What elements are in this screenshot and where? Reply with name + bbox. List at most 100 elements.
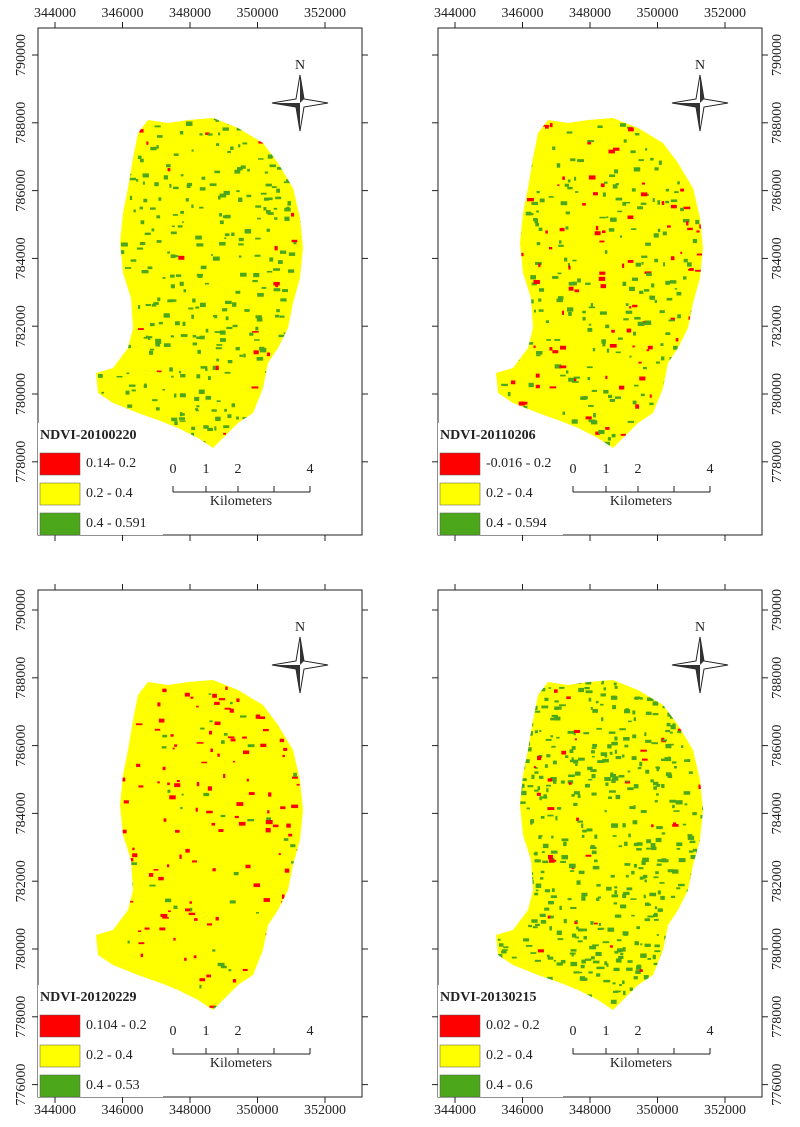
speckle xyxy=(611,695,617,698)
speckle xyxy=(527,706,533,710)
speckle xyxy=(230,146,234,151)
speckle xyxy=(111,328,116,332)
speckle xyxy=(171,417,178,422)
speckle xyxy=(501,158,507,161)
speckle xyxy=(196,374,201,379)
speckle xyxy=(238,197,243,202)
speckle xyxy=(222,308,228,312)
speckle xyxy=(702,415,703,419)
speckle xyxy=(547,915,551,919)
speckle xyxy=(101,212,106,215)
y-coord-label: 778000 xyxy=(14,441,29,483)
speckle xyxy=(614,914,622,918)
speckle xyxy=(127,940,130,944)
x-coord-label: 344000 xyxy=(34,6,76,21)
speckle xyxy=(645,739,652,743)
speckle xyxy=(676,938,681,941)
speckle xyxy=(220,338,226,342)
speckle xyxy=(240,272,247,277)
speckle xyxy=(106,751,112,754)
speckle xyxy=(520,736,528,739)
speckle xyxy=(674,191,679,194)
speckle xyxy=(661,832,666,835)
speckle xyxy=(702,991,703,996)
speckle xyxy=(606,963,609,967)
speckle xyxy=(546,339,552,341)
speckle xyxy=(536,190,540,194)
speckle xyxy=(602,192,606,197)
speckle xyxy=(276,166,284,170)
speckle xyxy=(166,164,171,168)
speckle xyxy=(116,176,120,182)
speckle xyxy=(553,959,556,962)
speckle xyxy=(674,766,677,769)
speckle xyxy=(171,255,179,258)
speckle xyxy=(632,710,636,715)
speckle xyxy=(192,298,196,303)
speckle xyxy=(675,338,679,342)
speckle xyxy=(527,322,533,327)
speckle xyxy=(665,188,670,192)
speckle xyxy=(687,835,695,840)
speckle xyxy=(162,766,166,771)
speckle xyxy=(571,933,577,938)
speckle xyxy=(497,274,504,278)
speckle xyxy=(539,877,544,880)
speckle xyxy=(290,844,296,848)
speckle xyxy=(273,281,280,286)
speckle xyxy=(210,748,213,753)
speckle xyxy=(155,407,160,411)
speckle xyxy=(167,167,171,172)
speckle xyxy=(292,939,296,944)
speckle xyxy=(642,857,649,863)
speckle xyxy=(664,935,669,940)
speckle xyxy=(560,780,565,784)
x-coord-label: 350000 xyxy=(637,6,679,21)
speckle xyxy=(172,747,175,750)
speckle xyxy=(624,744,629,748)
speckle xyxy=(560,345,567,350)
speckle xyxy=(640,689,645,692)
speckle xyxy=(148,873,154,877)
speckle xyxy=(157,781,160,784)
speckle xyxy=(199,335,205,340)
speckle xyxy=(561,855,569,860)
speckle xyxy=(692,238,698,244)
speckle xyxy=(253,350,259,355)
legend-label: -0.016 - 0.2 xyxy=(486,456,551,471)
speckle xyxy=(207,786,212,791)
speckle xyxy=(196,781,200,787)
speckle xyxy=(592,347,596,352)
speckle xyxy=(539,198,545,203)
speckle xyxy=(598,922,601,926)
speckle xyxy=(199,984,202,989)
speckle xyxy=(629,306,632,309)
speckle xyxy=(570,949,577,952)
speckle xyxy=(601,230,606,234)
speckle xyxy=(534,859,541,863)
map-panel: 344000 346000 348000 350000 3520007900007880… xyxy=(14,584,368,1118)
speckle xyxy=(700,323,703,326)
speckle xyxy=(608,790,616,793)
speckle xyxy=(533,345,536,349)
speckle xyxy=(287,269,295,273)
speckle xyxy=(636,848,642,851)
speckle xyxy=(550,915,554,919)
speckle xyxy=(618,1006,621,1010)
speckle xyxy=(568,311,572,316)
speckle xyxy=(185,848,190,853)
speckle xyxy=(526,197,534,202)
speckle xyxy=(625,303,629,306)
speckle xyxy=(538,836,542,840)
speckle xyxy=(223,190,230,196)
speckle xyxy=(536,210,539,213)
speckle xyxy=(654,950,661,953)
x-coord-label: 352000 xyxy=(704,6,746,21)
speckle xyxy=(212,949,216,952)
scale-unit: Kilometers xyxy=(610,1056,672,1071)
speckle xyxy=(538,227,543,232)
speckle xyxy=(207,427,213,432)
speckle xyxy=(534,959,541,962)
speckle xyxy=(590,706,593,710)
speckle xyxy=(106,176,112,181)
